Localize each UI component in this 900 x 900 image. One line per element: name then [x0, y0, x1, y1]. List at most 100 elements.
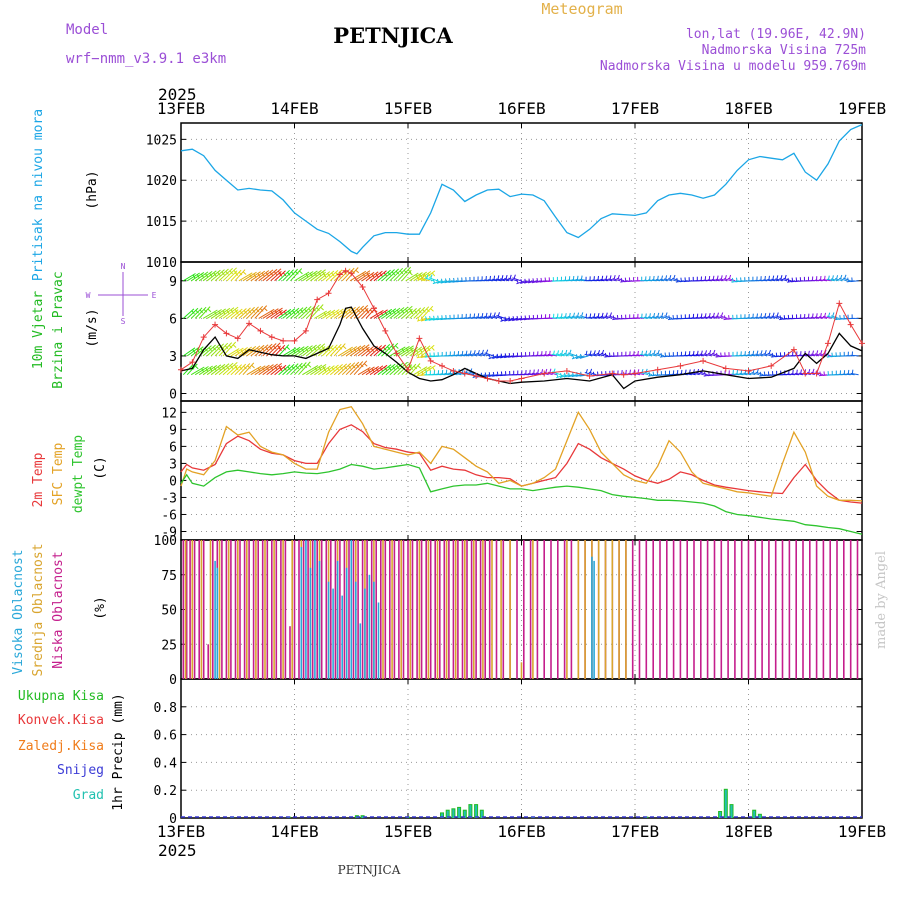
wind-barb	[779, 278, 788, 282]
wind-barbs	[182, 266, 859, 379]
wind-barb-flag	[708, 275, 711, 281]
y-tick-label: 0	[169, 387, 177, 402]
wind-barb	[592, 316, 601, 319]
wind-barb	[409, 307, 422, 319]
wind-barb-flag	[473, 350, 476, 355]
wind-barb	[214, 268, 229, 282]
wind-barb-flag	[445, 369, 448, 374]
wind-barb	[421, 344, 435, 357]
wind-barb	[401, 308, 413, 319]
wind-barb	[254, 305, 268, 319]
wind-barb-flag	[545, 350, 547, 356]
gust-marker	[416, 335, 423, 342]
wind-barb-flag	[661, 275, 663, 280]
date-label-bottom: 18FEB	[724, 822, 772, 841]
wind-barb	[202, 270, 217, 282]
wind-barb-flag	[528, 315, 531, 320]
wind-barb-flag	[564, 372, 567, 377]
gust-marker	[847, 321, 854, 328]
wind-barb	[258, 269, 274, 282]
y-tick-label: 6	[169, 440, 177, 455]
wind-barb	[298, 361, 311, 376]
gust-marker	[223, 330, 230, 337]
wind-barb-flag	[516, 279, 519, 284]
wind-barb	[416, 355, 426, 359]
wind-barb	[377, 269, 391, 282]
wind-barb	[202, 344, 216, 357]
precip-label-total: Ukupna Kisa	[18, 689, 104, 704]
grad-bar	[724, 789, 727, 818]
wind-barb	[325, 344, 338, 357]
pressure-ylabel: Pritisak na nivou mora	[31, 109, 46, 281]
wind-barb	[814, 279, 823, 282]
wind-barb	[409, 346, 423, 357]
wind-barb	[711, 315, 720, 319]
wind-barb	[278, 344, 290, 357]
wind-barb	[492, 315, 502, 319]
wind-barb-flag	[593, 350, 596, 355]
wind-barb-flag	[816, 350, 819, 355]
wind-barb-flag	[609, 312, 612, 317]
gust-marker	[768, 362, 775, 369]
precip-label-conv: Konvek.Kisa	[18, 713, 104, 728]
page-title: PETNJICA	[333, 23, 453, 48]
wind-barb	[397, 305, 413, 319]
wind-barb-flag	[625, 369, 627, 374]
wind-barb	[440, 280, 450, 284]
gust-marker	[677, 362, 684, 369]
wind-barb	[551, 353, 561, 357]
gust-marker	[268, 334, 275, 341]
wind-barb-flag	[756, 368, 759, 373]
wind-barb-flag	[232, 344, 237, 348]
wind-barb-flag	[485, 312, 488, 317]
wind-barb-flag	[752, 350, 755, 355]
meteogram-label: Meteogram	[541, 0, 622, 18]
wind-barb	[508, 277, 518, 282]
gust-marker	[473, 372, 480, 379]
wind-barb-flag	[589, 313, 592, 318]
wind-barb-flag	[565, 349, 568, 354]
wind-barb-flag	[704, 350, 707, 355]
wind-barb	[194, 366, 209, 376]
wind-barb-flag	[359, 363, 364, 368]
wind-barb	[409, 272, 423, 282]
wind-barb	[783, 277, 792, 282]
wind-barb	[186, 363, 198, 376]
wind-barb-flag	[303, 364, 308, 369]
wind-barb	[668, 278, 677, 282]
wind-barb	[515, 317, 526, 321]
wind-barb-flag	[553, 350, 555, 355]
y-tick-label: 1010	[146, 256, 177, 271]
date-label-top: 14FEB	[270, 99, 318, 118]
wind-barb	[648, 316, 657, 319]
wind-barb	[254, 364, 270, 376]
wind-barb	[385, 363, 400, 376]
wind-barb-flag	[431, 346, 435, 351]
wind-barb	[302, 344, 317, 357]
compass-icon: N S W E	[86, 262, 157, 326]
wind-barb-flag	[426, 274, 429, 279]
wind-barb	[298, 306, 312, 319]
wind-barb	[612, 278, 621, 282]
wind-barb	[294, 306, 308, 319]
wind-barb	[349, 344, 366, 357]
wind-barb	[381, 363, 396, 376]
wind-barb	[636, 354, 645, 357]
wind-barb-flag	[409, 366, 414, 370]
temp-label-sfc: SFC Temp	[51, 443, 66, 506]
wind-barb-flag	[580, 353, 582, 359]
wind-barb	[238, 307, 251, 319]
wind-barb	[484, 315, 494, 319]
wind-barb	[488, 374, 498, 377]
wind-barb-flag	[493, 275, 496, 280]
wind-barb-flag	[759, 371, 762, 376]
wind-barb-flag	[287, 272, 291, 276]
wind-barb	[656, 279, 664, 282]
wind-barb-flag	[796, 369, 798, 374]
wind-barb	[428, 277, 438, 282]
wind-barb-flag	[320, 306, 324, 311]
wind-barb-flag	[355, 364, 360, 368]
wind-barb-flag	[430, 308, 434, 312]
wind-barb-flag	[824, 349, 827, 354]
